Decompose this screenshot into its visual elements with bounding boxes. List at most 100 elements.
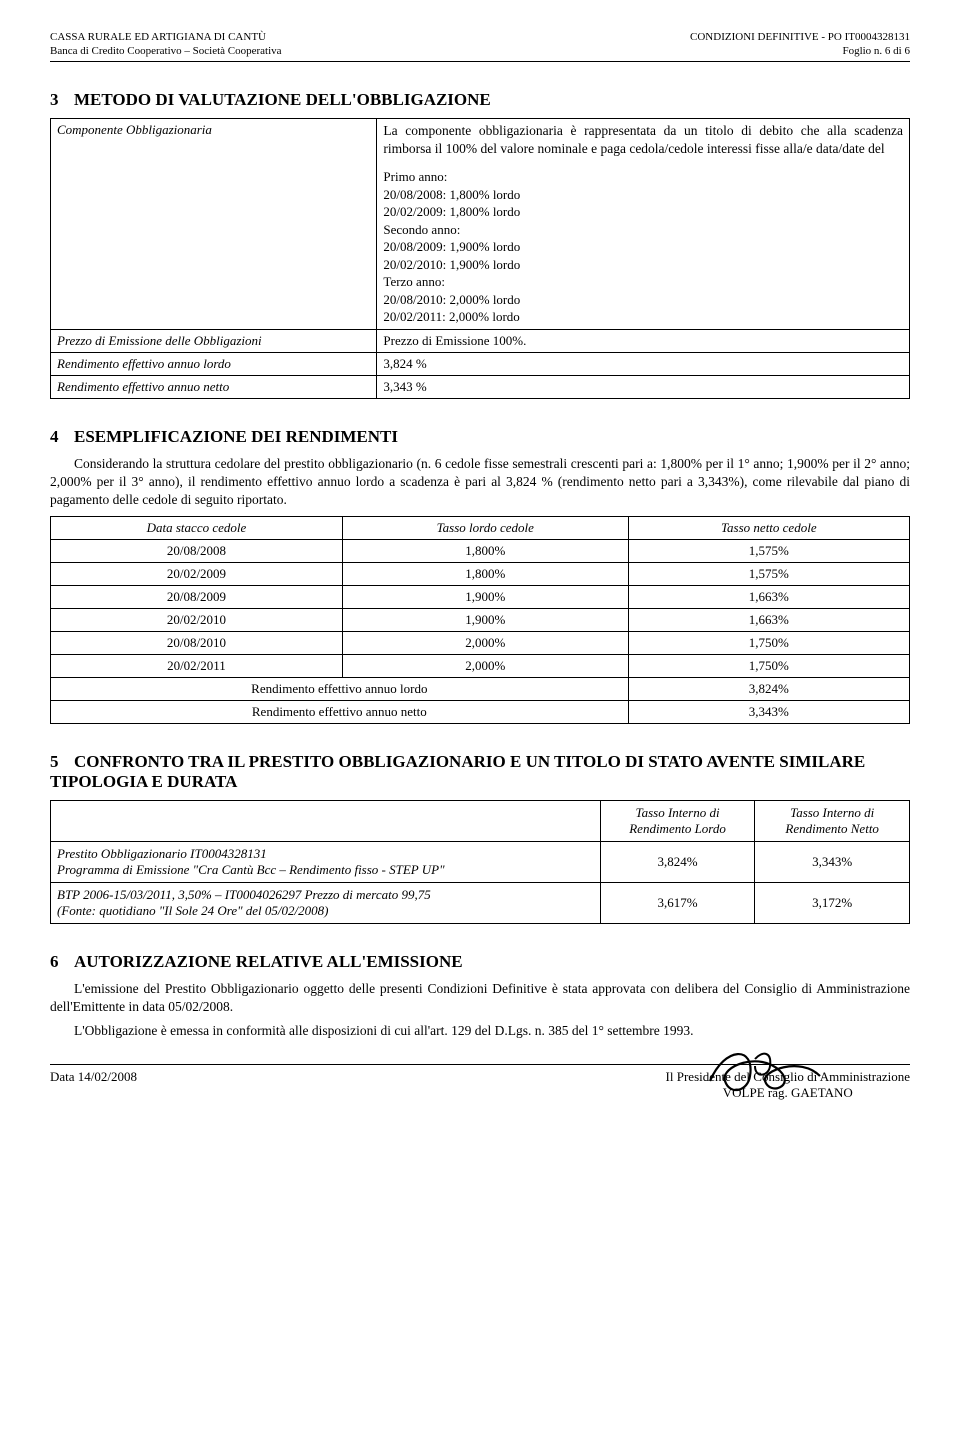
- gross-yield-value: 3,824 %: [377, 352, 910, 375]
- issue-price-label: Prezzo di Emissione delle Obbligazioni: [51, 329, 377, 352]
- col-gross-rate: Tasso lordo cedole: [342, 516, 628, 539]
- cell: 2,000%: [342, 631, 628, 654]
- signature-icon: [700, 1041, 840, 1101]
- schedule-line: 20/02/2010: 1,900% lordo: [383, 256, 903, 274]
- footer-date: Data 14/02/2008: [50, 1069, 137, 1101]
- page-footer: Data 14/02/2008 Il Presidente del Consig…: [50, 1069, 910, 1101]
- cell: 1,663%: [628, 585, 909, 608]
- component-label: Componente Obbligazionaria: [51, 118, 377, 329]
- btp-source: (Fonte: quotidiano "Il Sole 24 Ore" del …: [57, 903, 594, 919]
- section-title-text: CONFRONTO TRA IL PRESTITO OBBLIGAZIONARI…: [50, 752, 865, 791]
- schedule-line: Terzo anno:: [383, 273, 903, 291]
- coupon-schedule: Primo anno: 20/08/2008: 1,800% lordo 20/…: [383, 168, 903, 326]
- section-6-paragraph-2: L'Obbligazione è emessa in conformità al…: [50, 1022, 910, 1040]
- cell: 1,575%: [628, 539, 909, 562]
- page: CASSA RURALE ED ARTIGIANA DI CANTÙ Banca…: [0, 0, 960, 1141]
- table-row: 20/08/20102,000%1,750%: [51, 631, 910, 654]
- gross-yield-label: Rendimento effettivo annuo lordo: [51, 352, 377, 375]
- empty-cell: [51, 800, 601, 841]
- header-right: CONDIZIONI DEFINITIVE - PO IT0004328131 …: [690, 30, 910, 59]
- table-row: 20/02/20101,900%1,663%: [51, 608, 910, 631]
- section-title-text: ESEMPLIFICAZIONE DEI RENDIMENTI: [74, 427, 398, 446]
- section-6-title: 6AUTORIZZAZIONE RELATIVE ALL'EMISSIONE: [50, 952, 910, 972]
- cell: 1,750%: [628, 631, 909, 654]
- table-header-row: Data stacco cedole Tasso lordo cedole Ta…: [51, 516, 910, 539]
- btp-gross: 3,617%: [600, 882, 755, 923]
- btp-net: 3,172%: [755, 882, 910, 923]
- section-number: 3: [50, 90, 74, 110]
- cell: 20/02/2009: [51, 562, 343, 585]
- schedule-line: 20/08/2009: 1,900% lordo: [383, 238, 903, 256]
- section-number: 6: [50, 952, 74, 972]
- cell: 1,800%: [342, 562, 628, 585]
- table-header-row: Tasso Interno di Rendimento Lordo Tasso …: [51, 800, 910, 841]
- table-row: 20/08/20081,800%1,575%: [51, 539, 910, 562]
- component-value-cell: La componente obbligazionaria è rapprese…: [377, 118, 910, 329]
- footer-signature-block: Il Presidente del Consiglio di Amministr…: [666, 1069, 910, 1101]
- schedule-line: Secondo anno:: [383, 221, 903, 239]
- coupon-table: Data stacco cedole Tasso lordo cedole Ta…: [50, 516, 910, 724]
- cell: 1,800%: [342, 539, 628, 562]
- cell: 20/08/2008: [51, 539, 343, 562]
- section-6-paragraph-1: L'emissione del Prestito Obbligazionario…: [50, 980, 910, 1016]
- own-bond-gross: 3,824%: [600, 841, 755, 882]
- cell: 1,900%: [342, 585, 628, 608]
- header-left: CASSA RURALE ED ARTIGIANA DI CANTÙ Banca…: [50, 30, 282, 59]
- col-net-irr: Tasso Interno di Rendimento Netto: [755, 800, 910, 841]
- cell: 1,900%: [342, 608, 628, 631]
- col-gross-irr: Tasso Interno di Rendimento Lordo: [600, 800, 755, 841]
- bond-name: Prestito Obbligazionario IT0004328131: [57, 846, 594, 862]
- schedule-line: Primo anno:: [383, 168, 903, 186]
- table-footer-row: Rendimento effettivo annuo netto 3,343%: [51, 700, 910, 723]
- schedule-line: 20/08/2008: 1,800% lordo: [383, 186, 903, 204]
- section-number: 5: [50, 752, 74, 772]
- btp-label: BTP 2006-15/03/2011, 3,50% – IT000402629…: [51, 882, 601, 923]
- page-header: CASSA RURALE ED ARTIGIANA DI CANTÙ Banca…: [50, 30, 910, 59]
- schedule-line: 20/08/2010: 2,000% lordo: [383, 291, 903, 309]
- table-row: Componente Obbligazionaria La componente…: [51, 118, 910, 329]
- section-3-title: 3METODO DI VALUTAZIONE DELL'OBBLIGAZIONE: [50, 90, 910, 110]
- header-divider: [50, 61, 910, 62]
- schedule-line: 20/02/2009: 1,800% lordo: [383, 203, 903, 221]
- comparison-table: Tasso Interno di Rendimento Lordo Tasso …: [50, 800, 910, 924]
- section-title-text: METODO DI VALUTAZIONE DELL'OBBLIGAZIONE: [74, 90, 491, 109]
- header-subtitle: Banca di Credito Cooperativo – Società C…: [50, 44, 282, 58]
- table-footer-row: Rendimento effettivo annuo lordo 3,824%: [51, 677, 910, 700]
- net-yield-footer-label: Rendimento effettivo annuo netto: [51, 700, 629, 723]
- table-row: Rendimento effettivo annuo lordo 3,824 %: [51, 352, 910, 375]
- section-4-paragraph: Considerando la struttura cedolare del p…: [50, 455, 910, 510]
- table-row: Rendimento effettivo annuo netto 3,343 %: [51, 375, 910, 398]
- gross-yield-footer-value: 3,824%: [628, 677, 909, 700]
- bond-program: Programma di Emissione "Cra Cantù Bcc – …: [57, 862, 594, 878]
- cell: 1,663%: [628, 608, 909, 631]
- table-row: 20/02/20112,000%1,750%: [51, 654, 910, 677]
- table-row: 20/02/20091,800%1,575%: [51, 562, 910, 585]
- col-net-rate: Tasso netto cedole: [628, 516, 909, 539]
- own-bond-net: 3,343%: [755, 841, 910, 882]
- gross-yield-footer-label: Rendimento effettivo annuo lordo: [51, 677, 629, 700]
- cell: 20/08/2010: [51, 631, 343, 654]
- header-doc-title: CONDIZIONI DEFINITIVE - PO IT0004328131: [690, 30, 910, 44]
- section-4-title: 4ESEMPLIFICAZIONE DEI RENDIMENTI: [50, 427, 910, 447]
- table-row: Prestito Obbligazionario IT0004328131 Pr…: [51, 841, 910, 882]
- net-yield-label: Rendimento effettivo annuo netto: [51, 375, 377, 398]
- issue-price-value: Prezzo di Emissione 100%.: [377, 329, 910, 352]
- btp-name: BTP 2006-15/03/2011, 3,50% – IT000402629…: [57, 887, 594, 903]
- own-bond-label: Prestito Obbligazionario IT0004328131 Pr…: [51, 841, 601, 882]
- schedule-line: 20/02/2011: 2,000% lordo: [383, 308, 903, 326]
- cell: 20/02/2010: [51, 608, 343, 631]
- section-5-title: 5CONFRONTO TRA IL PRESTITO OBBLIGAZIONAR…: [50, 752, 910, 792]
- section-number: 4: [50, 427, 74, 447]
- section-title-text: AUTORIZZAZIONE RELATIVE ALL'EMISSIONE: [74, 952, 463, 971]
- cell: 20/02/2011: [51, 654, 343, 677]
- cell: 20/08/2009: [51, 585, 343, 608]
- component-description: La componente obbligazionaria è rapprese…: [383, 122, 903, 158]
- net-yield-footer-value: 3,343%: [628, 700, 909, 723]
- table-row: 20/08/20091,900%1,663%: [51, 585, 910, 608]
- table-row: Prezzo di Emissione delle Obbligazioni P…: [51, 329, 910, 352]
- cell: 2,000%: [342, 654, 628, 677]
- valuation-table: Componente Obbligazionaria La componente…: [50, 118, 910, 399]
- cell: 1,575%: [628, 562, 909, 585]
- header-issuer: CASSA RURALE ED ARTIGIANA DI CANTÙ: [50, 30, 282, 44]
- table-row: BTP 2006-15/03/2011, 3,50% – IT000402629…: [51, 882, 910, 923]
